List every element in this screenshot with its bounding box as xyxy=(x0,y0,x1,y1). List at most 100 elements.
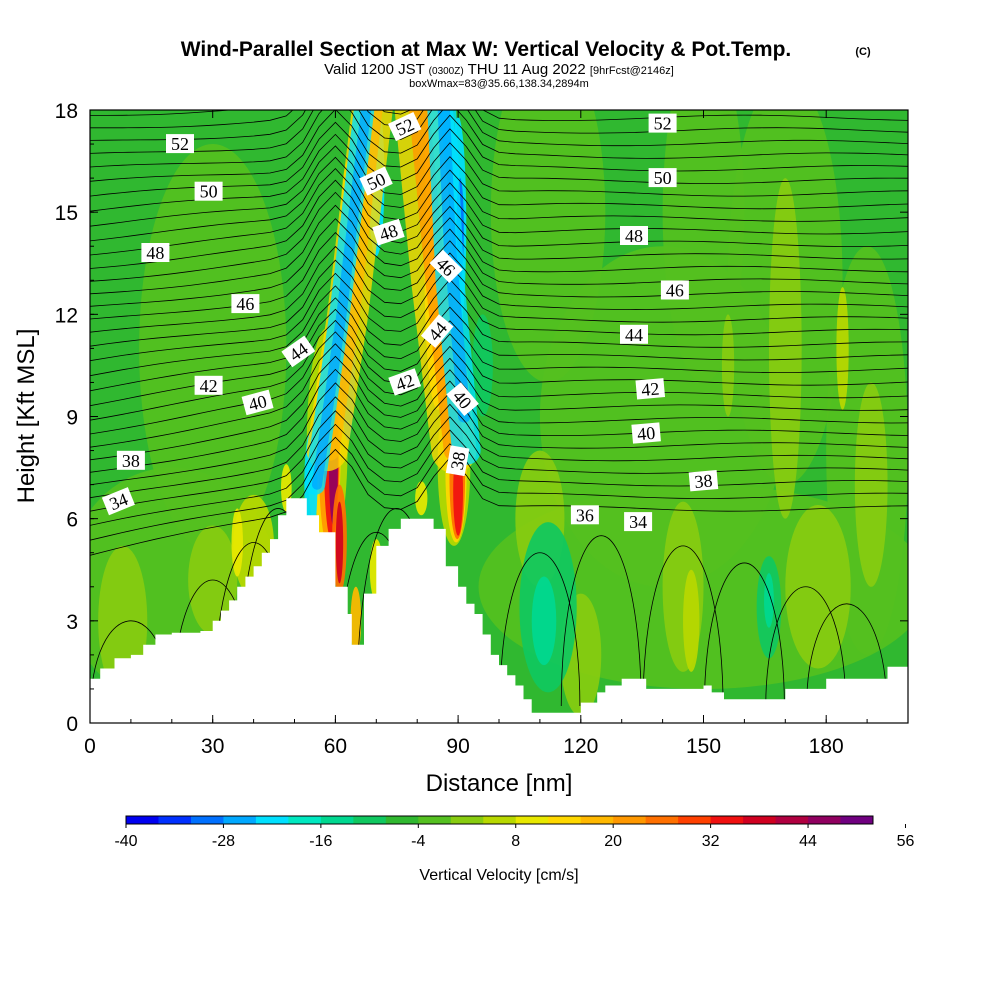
contour-label-text: 42 xyxy=(200,376,218,396)
isentrope-line xyxy=(90,368,908,473)
colorbar-swatch xyxy=(840,816,874,824)
subtitle-valid: Valid 1200 JST xyxy=(324,61,424,78)
info-line: boxWmax=83@35.66,138.34,2894m xyxy=(409,78,589,90)
contour-label: 44 xyxy=(620,324,648,345)
colorbar-frame xyxy=(125,815,874,825)
velocity-blob xyxy=(472,314,493,417)
colorbar-swatch xyxy=(126,816,159,824)
contour-label-box xyxy=(429,249,463,283)
contour-label: 48 xyxy=(141,243,170,263)
colorbar-swatch xyxy=(808,816,842,824)
colorbar-swatch xyxy=(743,816,777,824)
colorbar-tick-label: 56 xyxy=(897,833,915,850)
colorbar-swatch xyxy=(255,816,289,824)
isentrope-line xyxy=(90,168,908,256)
colorbar-tick-label: -4 xyxy=(411,833,425,850)
isentrope-line xyxy=(90,308,908,407)
contour-label: 48 xyxy=(620,226,648,246)
subtitle-utc: (0300Z) xyxy=(429,66,464,77)
contour-label-box xyxy=(194,375,223,395)
velocity-blob xyxy=(662,110,745,383)
velocity-blob xyxy=(335,501,344,584)
contour-label: 36 xyxy=(570,505,599,525)
velocity-blob xyxy=(350,586,362,655)
velocity-blob xyxy=(768,178,802,519)
contour-label-text: 42 xyxy=(393,370,417,395)
y-axis-label: Height [Kft MSL] xyxy=(13,329,40,504)
isentrope-arc xyxy=(560,535,642,706)
contour-label-text: 38 xyxy=(122,451,140,471)
contour-label-box xyxy=(648,113,677,133)
isentrope-line xyxy=(90,259,908,347)
contour-label-box xyxy=(372,218,405,246)
isentrope-line xyxy=(90,191,908,282)
x-tick-label: 60 xyxy=(324,735,347,758)
contour-label-text: 40 xyxy=(246,391,269,415)
colorbar-tick-label: 44 xyxy=(799,833,817,850)
colorbar-swatch xyxy=(580,816,614,824)
isentrope-arc xyxy=(765,586,847,706)
contour-label: 42 xyxy=(388,368,422,396)
colorbar-swatch xyxy=(483,816,517,824)
velocity-blob xyxy=(139,144,287,553)
contour-label-text: 38 xyxy=(447,450,470,471)
contour-label-box xyxy=(281,335,316,368)
colorbar-tick-label: 8 xyxy=(511,833,520,850)
y-tick-label: 6 xyxy=(66,509,78,532)
contour-label-box xyxy=(620,324,648,344)
colorbar-swatch xyxy=(613,816,647,824)
isentrope-line xyxy=(90,218,908,307)
contour-label-box xyxy=(446,382,479,417)
x-tick-label: 150 xyxy=(686,735,721,758)
terrain-mask xyxy=(90,498,908,723)
contour-label: 46 xyxy=(231,294,260,314)
isentropes xyxy=(90,110,908,706)
contour-label-text: 48 xyxy=(377,220,400,245)
isentrope-line xyxy=(90,396,908,499)
colorbar-swatch xyxy=(775,816,809,824)
contour-label-box xyxy=(445,445,470,477)
colorbar-swatch xyxy=(223,816,257,824)
contour-label-box xyxy=(116,450,145,470)
isentrope-line xyxy=(90,204,908,295)
isentrope-line xyxy=(90,410,908,512)
contour-label-text: 38 xyxy=(694,470,714,491)
isentrope-line xyxy=(90,133,908,212)
colorbar-swatch xyxy=(710,816,744,824)
colorbar-swatch xyxy=(190,816,224,824)
contour-label: 38 xyxy=(688,470,719,492)
y-tick-label: 0 xyxy=(66,713,78,736)
contour-label: 38 xyxy=(445,445,470,477)
contour-label: 52 xyxy=(387,112,422,142)
colorbar-swatch xyxy=(418,816,452,824)
velocity-blob xyxy=(683,569,700,672)
isentrope-line xyxy=(90,382,908,486)
colorbar-swatch xyxy=(158,816,192,824)
velocity-blob xyxy=(721,314,735,417)
contour-label-box xyxy=(166,134,194,154)
contour-label-box xyxy=(570,505,599,525)
contour-label-box xyxy=(631,422,661,444)
subtitle-forecast: [9hrFcst@2146z] xyxy=(590,65,674,77)
isentrope-line xyxy=(90,436,908,541)
isentrope-arc xyxy=(806,603,888,706)
colorbar-swatch xyxy=(678,816,712,824)
x-tick-label: 30 xyxy=(201,735,224,758)
contour-label: 52 xyxy=(648,113,677,134)
x-tick-label: 120 xyxy=(563,735,598,758)
plume-band xyxy=(437,110,471,423)
contour-label: 42 xyxy=(194,375,223,396)
velocity-blob xyxy=(854,382,888,587)
contour-label-box xyxy=(141,243,170,262)
contour-label: 40 xyxy=(241,389,274,416)
colorbar-swatch xyxy=(385,816,419,824)
colorbar-swatch xyxy=(450,816,484,824)
isentrope-line xyxy=(90,285,908,377)
contour-label-text: 52 xyxy=(654,114,672,134)
velocity-blob xyxy=(531,576,557,666)
subtitle-date: THU 11 Aug 2022 xyxy=(468,61,586,78)
y-tick-label: 18 xyxy=(55,100,78,123)
isentrope-line xyxy=(90,331,908,435)
contour-label: 50 xyxy=(648,168,677,188)
